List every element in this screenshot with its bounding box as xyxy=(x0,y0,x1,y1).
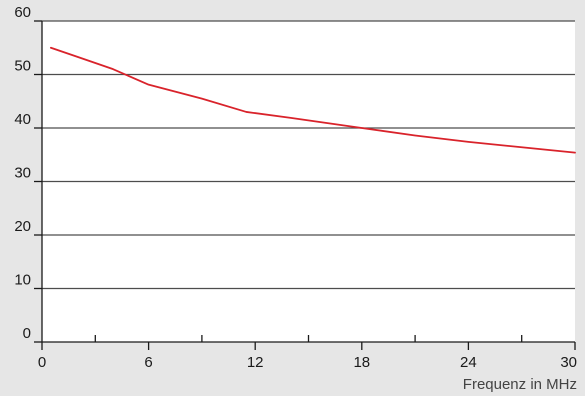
x-tick-label-12: 12 xyxy=(247,354,264,371)
y-tick-label-20: 20 xyxy=(14,218,31,235)
axes xyxy=(34,20,576,350)
y-tick-label-50: 50 xyxy=(14,58,31,75)
y-tick-label-10: 10 xyxy=(14,272,31,289)
y-tick-labels: 0 10 20 30 40 50 60 xyxy=(14,4,31,342)
x-tick-label-0: 0 xyxy=(38,354,46,371)
series-line-1 xyxy=(49,46,576,154)
x-tick-labels: 0 6 12 18 24 30 xyxy=(38,354,577,371)
grid-lines xyxy=(42,20,575,290)
series-layer xyxy=(49,46,576,154)
x-tick-label-30: 30 xyxy=(560,354,577,371)
y-tick-label-40: 40 xyxy=(14,111,31,128)
x-tick-label-18: 18 xyxy=(353,354,370,371)
y-tick-label-60: 60 xyxy=(14,4,31,21)
x-axis-label: Frequenz in MHz xyxy=(463,376,577,393)
y-tick-label-30: 30 xyxy=(14,165,31,182)
y-tick-label-0: 0 xyxy=(23,325,31,342)
x-tick-label-24: 24 xyxy=(460,354,477,371)
x-tick-label-6: 6 xyxy=(144,354,152,371)
